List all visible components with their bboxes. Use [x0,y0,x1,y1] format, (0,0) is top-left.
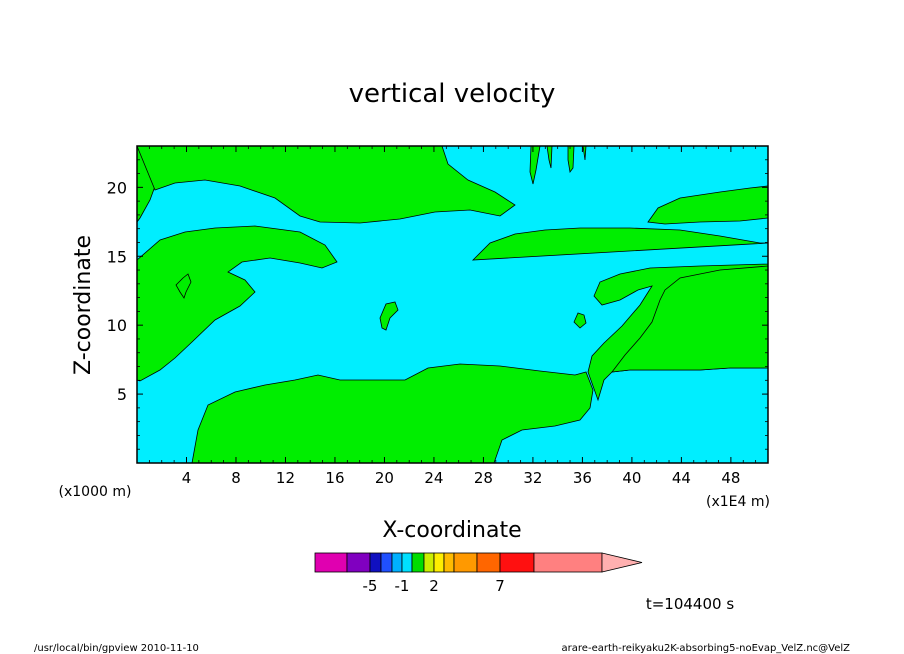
contour-region-7 [611,265,769,373]
footer-left: /usr/local/bin/gpview 2010-11-10 [34,643,199,654]
colorbar-segment [411,552,425,573]
colorbar-segment [443,552,455,573]
colorbar-segment [533,552,603,573]
colorbar-label: -1 [395,577,410,595]
colorbar-segment [369,552,382,573]
colorbar-segment [499,552,535,573]
y-tick-label: 20 [107,178,127,197]
contour-region-10 [175,273,192,299]
x-tick-label: 36 [573,469,592,487]
contour-region-5 [191,363,594,464]
y-tick-label: 10 [107,316,127,335]
x-tick-label: 28 [474,469,493,487]
colorbar-segment [391,552,403,573]
colorbar-label: -5 [363,577,378,595]
x-tick-label: 16 [325,469,344,487]
x-tick-label: 4 [182,469,192,487]
plot-frame [136,145,769,464]
y-tick-label: 15 [107,247,127,266]
x-units-left: (x1000 m) [59,484,132,500]
colorbar-segment [314,552,348,573]
colorbar-segment [423,552,435,573]
colorbar-label: 7 [495,577,505,595]
x-tick-label: 48 [721,469,740,487]
colorbar-segment [346,552,371,573]
y-tick-label: 5 [117,385,127,404]
x-tick-label: 8 [231,469,241,487]
y-axis: 5 10 15 20 [107,159,768,450]
colorbar: -5 -1 2 7 [314,552,643,595]
x-tick-label: 44 [672,469,691,487]
colorbar-extend-arrow [601,552,643,573]
colorbar-segment [380,552,393,573]
colorbar-segment [401,552,413,573]
x-tick-label: 12 [276,469,295,487]
colorbar-label: 2 [429,577,439,595]
x-axis-label: X-coordinate [382,518,521,543]
contour-region-2 [136,145,528,224]
contour-regions [136,145,769,464]
time-label: t=104400 s [646,595,734,613]
x-units-right: (x1E4 m) [706,494,770,510]
contour-region-9 [379,301,399,331]
plot-area [136,145,769,464]
x-tick-label: 20 [375,469,394,487]
x-tick-label: 24 [424,469,443,487]
contour-region-11 [573,312,587,329]
colorbar-segment [476,552,501,573]
contour-region-3 [136,225,338,382]
x-tick-label: 40 [622,469,641,487]
colorbar-segment [433,552,445,573]
y-axis-label: Z-coordinate [71,235,96,375]
footer-right: arare-earth-reikyaku2K-absorbing5-noEvap… [562,643,851,654]
chart-title: vertical velocity [349,79,556,109]
colorbar-segment [453,552,478,573]
x-tick-label: 32 [523,469,542,487]
x-axis: 4 8 12 16 20 24 28 32 36 40 44 48 [148,146,757,487]
